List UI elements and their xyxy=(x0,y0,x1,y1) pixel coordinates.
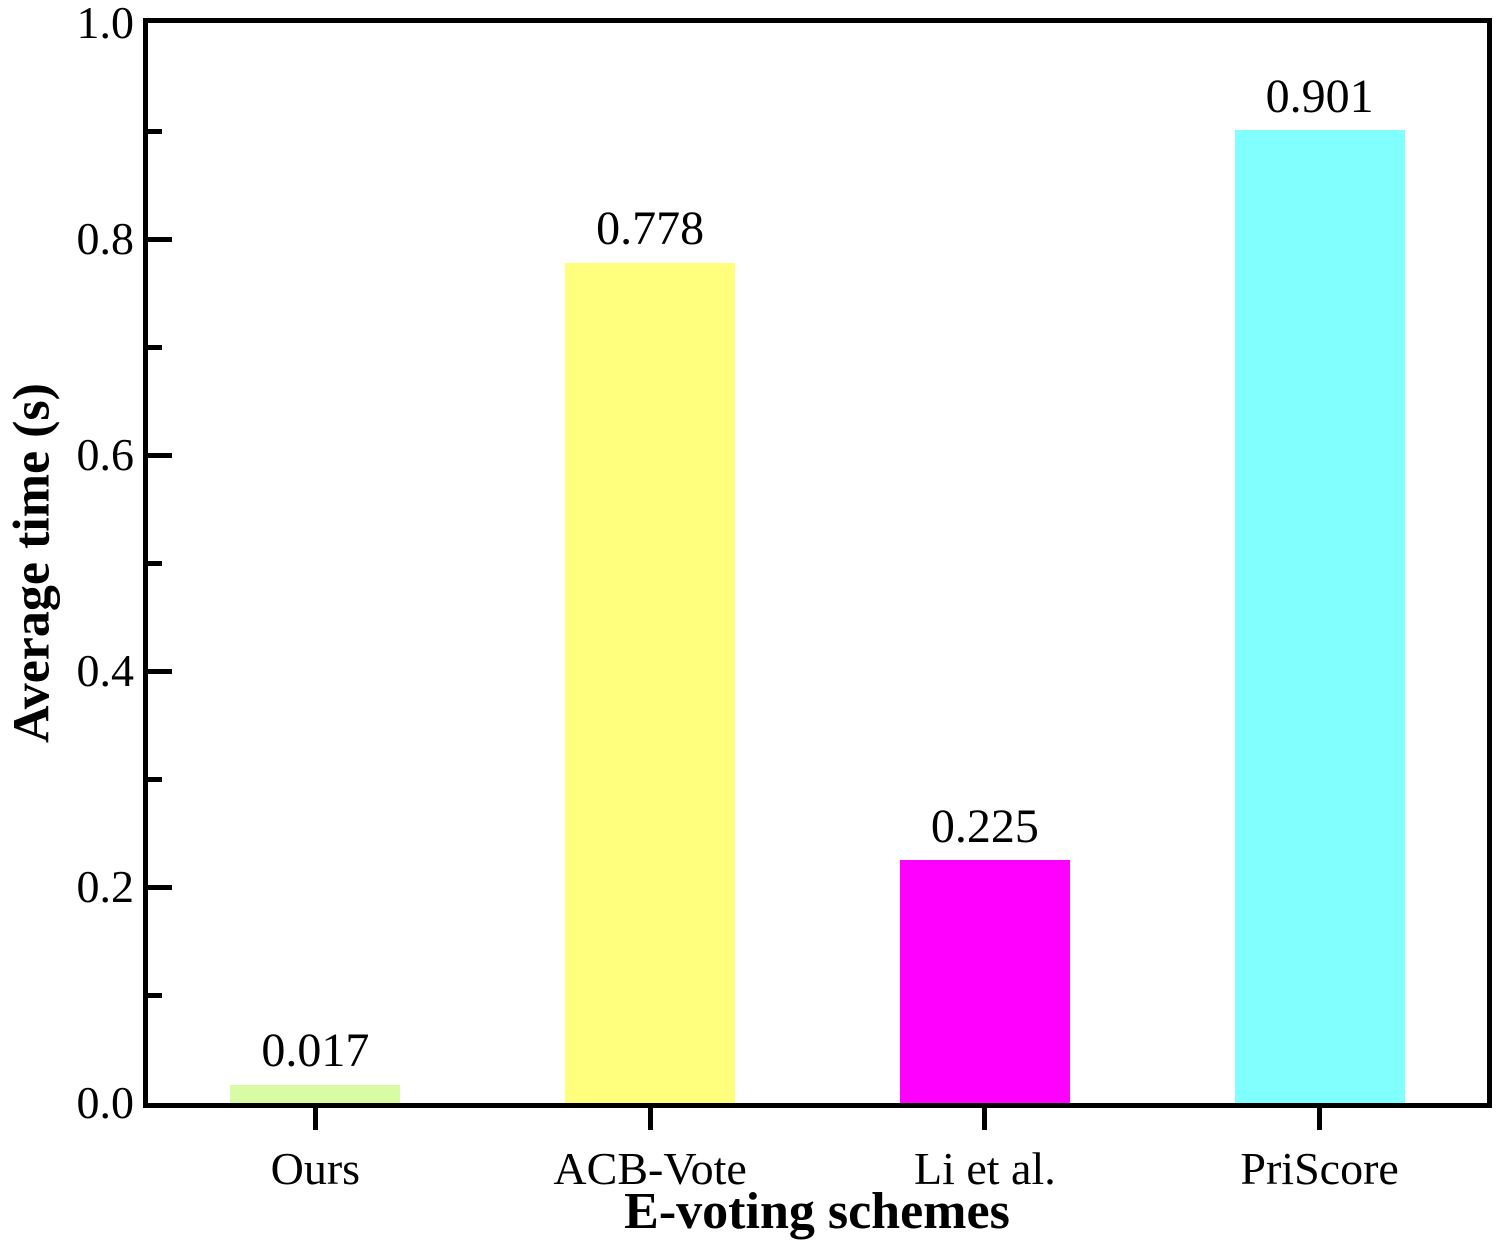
y-major-tick xyxy=(148,452,172,458)
y-tick-label-1-0: 1.0 xyxy=(76,0,135,48)
bar-value-label-acb-vote: 0.778 xyxy=(596,202,705,256)
bar-priscore xyxy=(1234,129,1405,1103)
y-minor-tick xyxy=(148,344,162,350)
x-category-label-ours: Ours xyxy=(270,1143,361,1194)
x-category-label-li-et-al: Li et al. xyxy=(913,1143,1056,1194)
plot-area: 0.017 0.778 0.225 0.901 xyxy=(143,18,1492,1108)
y-tick-label-0-6: 0.6 xyxy=(76,429,135,480)
y-minor-tick xyxy=(148,776,162,782)
x-tick-acb-vote xyxy=(647,1108,653,1130)
y-tick-label-0-0: 0.0 xyxy=(76,1077,135,1128)
bar-li-et-al xyxy=(899,860,1070,1103)
bar-value-label-li-et-al: 0.225 xyxy=(930,799,1039,853)
x-axis-title: E-voting schemes xyxy=(624,1183,1010,1240)
y-minor-tick xyxy=(148,992,162,998)
y-major-tick xyxy=(148,884,172,890)
y-tick-label-0-4: 0.4 xyxy=(76,645,135,696)
y-tick-label-0-2: 0.2 xyxy=(76,861,135,912)
bar-ours xyxy=(230,1084,401,1103)
y-tick-label-0-8: 0.8 xyxy=(76,213,135,264)
y-major-tick xyxy=(148,236,172,242)
bar-acb-vote xyxy=(565,262,736,1103)
bar-value-label-priscore: 0.901 xyxy=(1265,69,1374,123)
y-minor-tick xyxy=(148,560,162,566)
x-tick-priscore xyxy=(1317,1108,1323,1130)
bar-value-label-ours: 0.017 xyxy=(261,1024,370,1078)
x-category-label-acb-vote: ACB-Vote xyxy=(553,1143,747,1194)
x-category-label-priscore: PriScore xyxy=(1240,1143,1399,1194)
x-tick-ours xyxy=(312,1108,318,1130)
y-major-tick xyxy=(148,668,172,674)
y-minor-tick xyxy=(148,128,162,134)
x-tick-li-et-al xyxy=(982,1108,988,1130)
